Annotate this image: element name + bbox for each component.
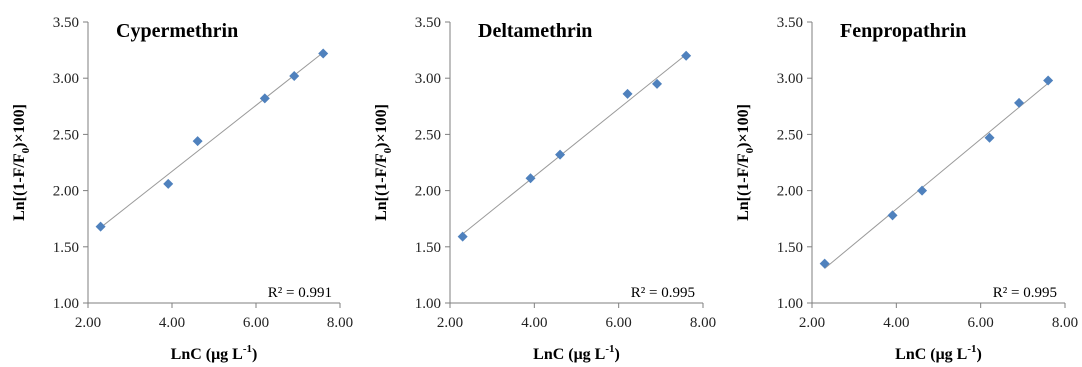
data-point [192, 136, 203, 147]
x-axis-label-main: LnC (μg L [171, 346, 243, 363]
y-axis-label-end: )×100] [735, 104, 752, 148]
chart-title: Deltamethrin [478, 20, 592, 42]
x-tick-label: 4.00 [521, 315, 547, 331]
data-point [652, 78, 663, 89]
data-point [525, 173, 536, 184]
chart-title: Cypermethrin [116, 20, 238, 42]
y-tick-label: 3.00 [777, 71, 803, 87]
x-axis-label-main: LnC (μg L [533, 346, 605, 363]
x-tick-label: 6.00 [968, 315, 994, 331]
x-tick-label: 6.00 [606, 315, 632, 331]
y-tick-label: 3.00 [53, 71, 79, 87]
data-point [887, 210, 898, 221]
x-tick-label: 4.00 [159, 315, 185, 331]
x-axis-label-end: ) [252, 346, 257, 363]
x-axis-label-sup: -1 [605, 343, 614, 355]
data-point [1014, 97, 1025, 108]
data-point [819, 258, 830, 269]
x-axis-label-main: LnC (μg L [895, 346, 967, 363]
data-point [681, 50, 692, 61]
trendline [462, 54, 687, 235]
y-tick-label: 3.50 [415, 15, 441, 31]
y-tick-label: 3.00 [415, 71, 441, 87]
y-axis-label-sub: 0 [382, 147, 394, 153]
y-axis-label-end: )×100] [373, 104, 390, 148]
data-point [163, 178, 174, 189]
y-axis-label: Ln[(1-F/F0)×100] [373, 104, 394, 221]
x-tick-label: 4.00 [883, 315, 909, 331]
data-point [318, 48, 329, 59]
y-axis-label-main: Ln[(1-F/F [735, 153, 752, 221]
r-squared-annotation: R² = 0.991 [268, 285, 332, 301]
y-tick-label: 1.00 [777, 296, 803, 312]
x-axis-label-sup: -1 [243, 343, 252, 355]
chart-panel-1: 1.00 1.50 2.00 2.50 3.00 3.50 2.00 4.00 6.00 8.00… [11, 15, 353, 363]
y-tick-label: 1.50 [777, 240, 803, 256]
y-tick-label: 3.50 [53, 15, 79, 31]
y-axis-label: Ln[(1-F/F0)×100] [735, 104, 756, 221]
data-point [95, 221, 106, 232]
data-point [1043, 75, 1054, 86]
x-tick-label: 2.00 [799, 315, 825, 331]
y-tick-label: 2.00 [777, 184, 803, 200]
y-tick-label: 2.00 [415, 184, 441, 200]
y-tick-label: 2.50 [415, 127, 441, 143]
y-tick-label: 2.50 [777, 127, 803, 143]
x-tick-label: 8.00 [690, 315, 716, 331]
x-axis-label-end: ) [615, 346, 620, 363]
x-tick-label: 2.00 [437, 315, 463, 331]
y-tick-label: 1.00 [53, 296, 79, 312]
x-axis-label-sup: -1 [967, 343, 976, 355]
y-tick-label: 1.00 [415, 296, 441, 312]
chart-panel-2: 1.00 1.50 2.00 2.50 3.00 3.50 2.00 4.00 6.00 8.00… [373, 15, 716, 363]
data-point [984, 132, 995, 143]
data-point [555, 149, 566, 160]
x-tick-label: 6.00 [243, 315, 269, 331]
x-tick-label: 8.00 [327, 315, 353, 331]
y-axis-label: Ln[(1-F/F0)×100] [11, 104, 32, 221]
x-tick-label: 2.00 [75, 315, 101, 331]
y-axis-label-end: )×100] [11, 104, 28, 148]
x-axis-label: LnC (μg L-1) [171, 343, 258, 363]
data-point [622, 88, 633, 99]
x-tick-label: 8.00 [1052, 315, 1078, 331]
r-squared-annotation: R² = 0.995 [993, 285, 1057, 301]
y-tick-label: 1.50 [415, 240, 441, 256]
trendline [824, 82, 1049, 269]
chart-title: Fenpropathrin [840, 20, 966, 42]
y-axis-label-main: Ln[(1-F/F [11, 153, 28, 221]
y-tick-label: 3.50 [777, 15, 803, 31]
data-point [457, 231, 468, 242]
x-axis-label: LnC (μg L-1) [895, 343, 982, 363]
y-tick-label: 2.00 [53, 184, 79, 200]
data-point [259, 93, 270, 104]
y-tick-label: 1.50 [53, 240, 79, 256]
x-axis-label: LnC (μg L-1) [533, 343, 620, 363]
r-squared-annotation: R² = 0.995 [631, 285, 695, 301]
y-axis-label-main: Ln[(1-F/F [373, 153, 390, 221]
y-axis-label-sub: 0 [20, 147, 32, 153]
y-axis-label-sub: 0 [744, 147, 756, 153]
trendline [100, 52, 324, 228]
y-tick-label: 2.50 [53, 127, 79, 143]
data-point [289, 70, 300, 81]
data-point [917, 185, 928, 196]
chart-panel-3: 1.00 1.50 2.00 2.50 3.00 3.50 2.00 4.00 6.00 8.00… [735, 15, 1078, 363]
x-axis-label-end: ) [977, 346, 982, 363]
